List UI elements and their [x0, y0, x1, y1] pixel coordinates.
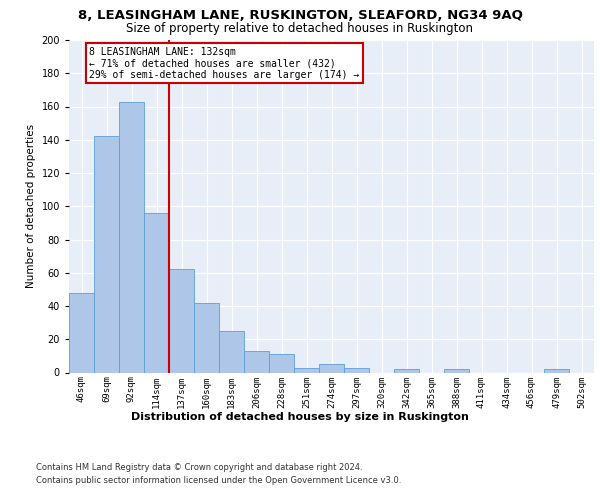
- Bar: [169, 270, 194, 372]
- Y-axis label: Number of detached properties: Number of detached properties: [26, 124, 36, 288]
- Bar: [269, 354, 294, 372]
- Text: 8 LEASINGHAM LANE: 132sqm
← 71% of detached houses are smaller (432)
29% of semi: 8 LEASINGHAM LANE: 132sqm ← 71% of detac…: [89, 46, 359, 80]
- Bar: [444, 369, 469, 372]
- Bar: [294, 368, 319, 372]
- Bar: [144, 213, 169, 372]
- Text: Size of property relative to detached houses in Ruskington: Size of property relative to detached ho…: [127, 22, 473, 35]
- Text: Contains public sector information licensed under the Open Government Licence v3: Contains public sector information licen…: [36, 476, 401, 485]
- Bar: [119, 102, 144, 372]
- Bar: [319, 364, 344, 372]
- Text: Distribution of detached houses by size in Ruskington: Distribution of detached houses by size …: [131, 412, 469, 422]
- Text: 8, LEASINGHAM LANE, RUSKINGTON, SLEAFORD, NG34 9AQ: 8, LEASINGHAM LANE, RUSKINGTON, SLEAFORD…: [77, 9, 523, 22]
- Bar: [194, 302, 219, 372]
- Bar: [219, 331, 244, 372]
- Bar: [69, 292, 94, 372]
- Bar: [394, 369, 419, 372]
- Text: Contains HM Land Registry data © Crown copyright and database right 2024.: Contains HM Land Registry data © Crown c…: [36, 462, 362, 471]
- Bar: [244, 351, 269, 372]
- Bar: [94, 136, 119, 372]
- Bar: [344, 368, 369, 372]
- Bar: [544, 369, 569, 372]
